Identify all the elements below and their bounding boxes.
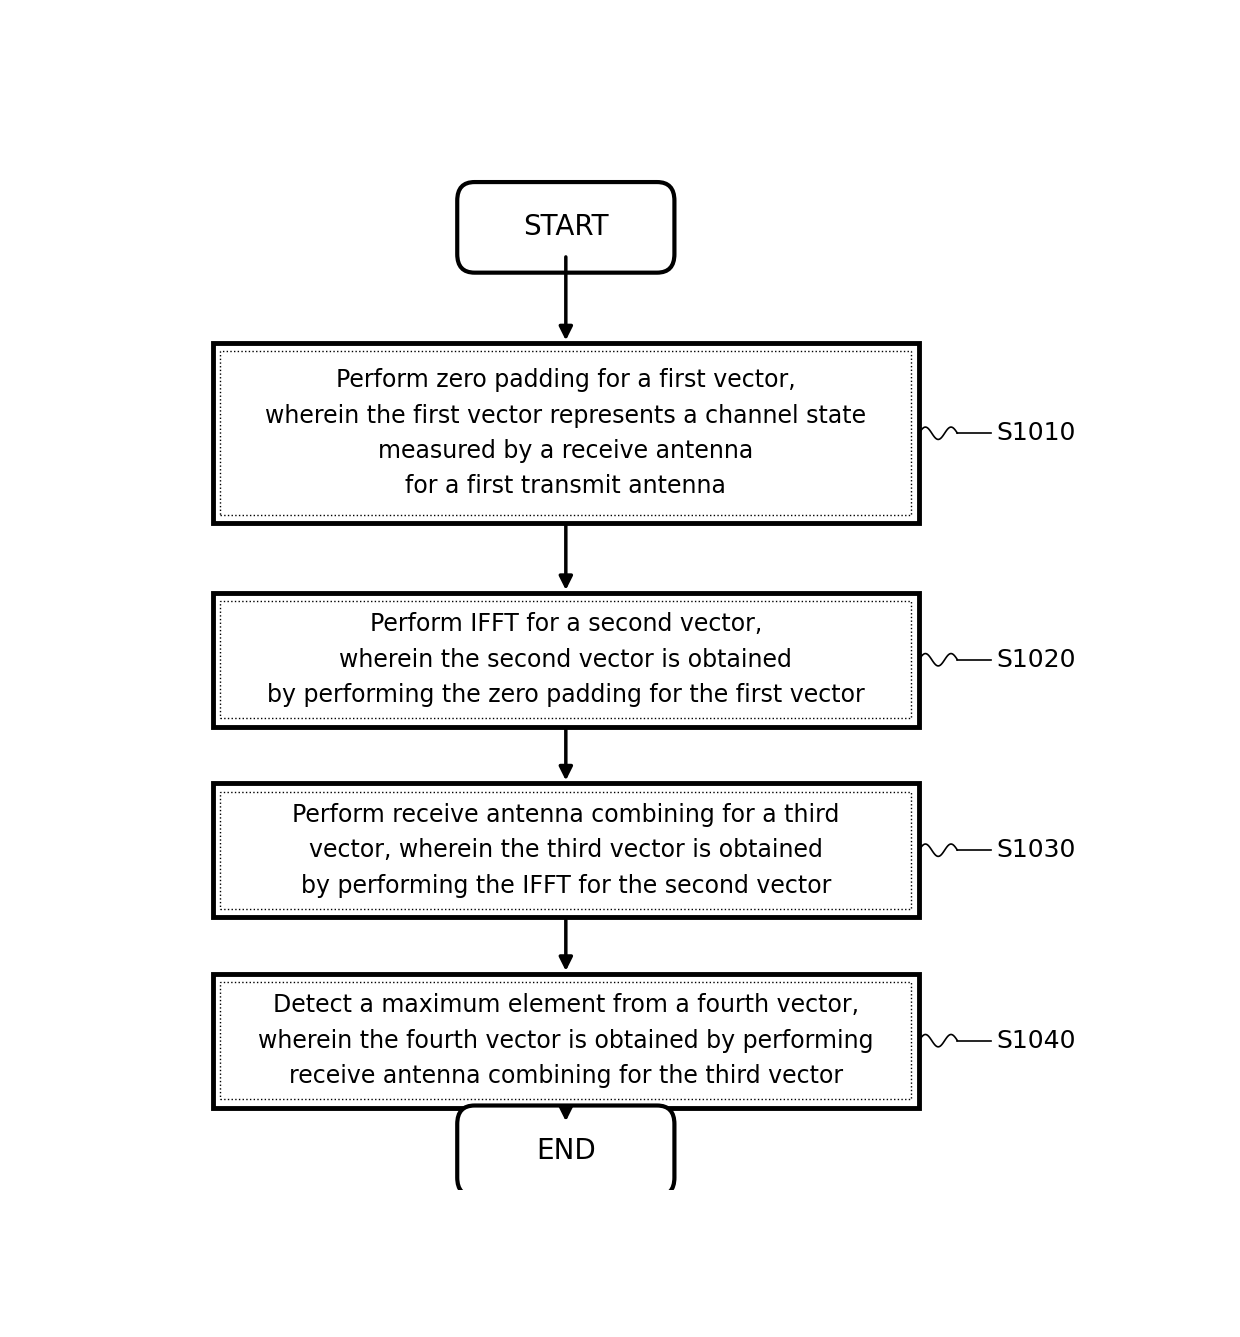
- Text: S1040: S1040: [996, 1028, 1075, 1052]
- Bar: [212, 344, 919, 523]
- Text: S1010: S1010: [996, 421, 1075, 445]
- Text: Perform receive antenna combining for a third
vector, wherein the third vector i: Perform receive antenna combining for a …: [293, 802, 839, 897]
- FancyBboxPatch shape: [458, 1106, 675, 1197]
- Bar: [221, 981, 911, 1099]
- Bar: [221, 602, 911, 718]
- Text: S1020: S1020: [996, 647, 1075, 671]
- Text: Perform zero padding for a first vector,
wherein the first vector represents a c: Perform zero padding for a first vector,…: [265, 368, 867, 499]
- Bar: [221, 792, 911, 909]
- Text: START: START: [523, 214, 609, 242]
- Bar: [212, 592, 919, 727]
- Bar: [212, 973, 919, 1107]
- Text: Perform IFFT for a second vector,
wherein the second vector is obtained
by perfo: Perform IFFT for a second vector, wherei…: [267, 612, 864, 707]
- Bar: [212, 783, 919, 917]
- FancyBboxPatch shape: [458, 182, 675, 273]
- Text: S1030: S1030: [996, 838, 1075, 862]
- Bar: [221, 352, 911, 515]
- Text: Detect a maximum element from a fourth vector,
wherein the fourth vector is obta: Detect a maximum element from a fourth v…: [258, 993, 873, 1088]
- Text: END: END: [536, 1136, 595, 1165]
